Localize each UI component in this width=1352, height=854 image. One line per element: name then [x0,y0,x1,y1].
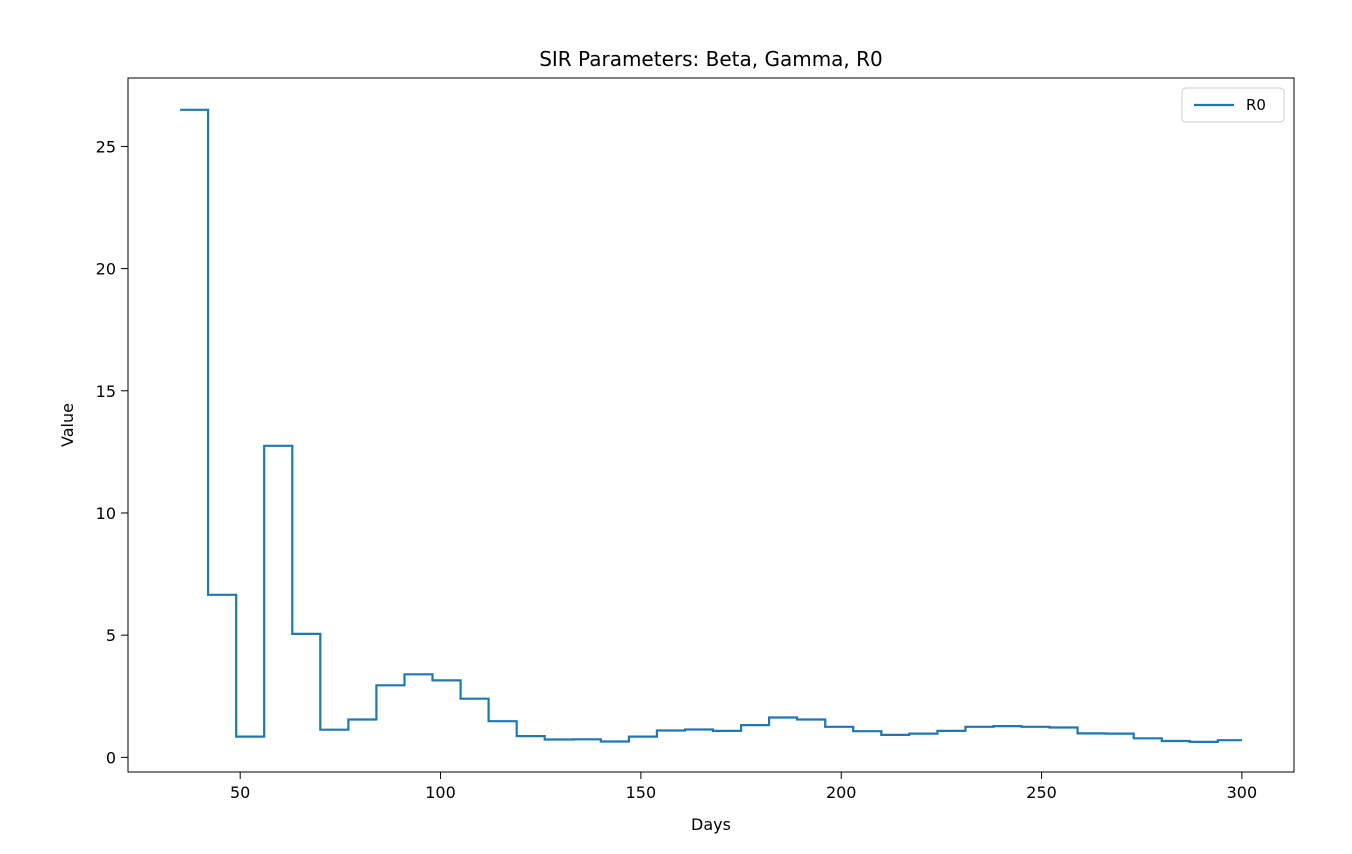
legend-label-r0: R0 [1246,96,1266,114]
x-tick-label: 150 [626,783,657,802]
plot-frame [127,77,1295,773]
y-tick-label: 25 [96,137,116,156]
x-axis-label: Days [691,815,731,834]
y-tick-label: 5 [106,626,116,645]
series-line-r0 [180,108,1242,743]
legend: R0 [1181,87,1285,123]
y-tick-label: 10 [96,504,116,523]
x-tick-label: 250 [1026,783,1057,802]
chart-title: SIR Parameters: Beta, Gamma, R0 [539,47,883,71]
x-tick-label: 100 [425,783,456,802]
y-tick-label: 20 [96,260,116,279]
y-axis-label: Value [58,403,77,447]
y-tick-label: 15 [96,382,116,401]
x-axis-ticks: 50 100 150 200 250 300 [230,772,1257,802]
x-tick-label: 200 [826,783,857,802]
x-tick-label: 300 [1227,783,1258,802]
y-tick-label: 0 [106,748,116,767]
x-tick-label: 50 [230,783,250,802]
y-axis-ticks: 0 5 10 15 20 25 [96,137,128,767]
